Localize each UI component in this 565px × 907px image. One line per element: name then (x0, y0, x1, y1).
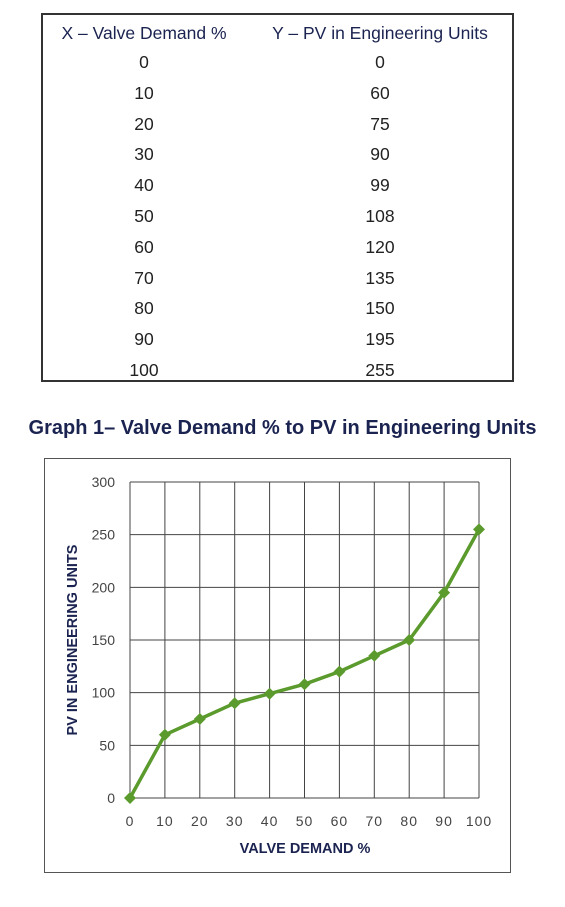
cell-x: 20 (134, 113, 154, 134)
table-row: 20 75 (43, 110, 512, 140)
x-tick-label: 0 (126, 813, 135, 829)
data-point (158, 728, 171, 741)
table-row: 10 60 (43, 79, 512, 109)
y-axis-label: PV IN ENGINEERING UNITS (65, 544, 81, 735)
cell-x: 90 (134, 329, 154, 350)
cell-x: 0 (139, 52, 149, 72)
cell-y: 99 (370, 175, 390, 196)
y-tick-label: 100 (92, 685, 116, 701)
data-point (368, 649, 381, 662)
x-tick-label: 60 (331, 813, 349, 829)
data-point (298, 678, 311, 691)
cell-y: 90 (370, 144, 390, 165)
cell-y: 120 (365, 236, 395, 257)
y-tick-label: 250 (92, 527, 116, 543)
table-row: 30 90 (43, 140, 512, 170)
header-y: Y – PV in Engineering Units (272, 23, 488, 43)
y-tick-label: 150 (92, 632, 116, 648)
x-tick-label: 30 (226, 813, 244, 829)
data-table: X – Valve Demand % Y – PV in Engineering… (41, 13, 514, 382)
data-point (403, 634, 416, 646)
chart-grid (129, 481, 480, 799)
x-tick-label: 40 (261, 813, 279, 829)
table-row: 60 120 (43, 233, 512, 263)
x-tick-label: 100 (466, 813, 492, 829)
data-point (473, 523, 485, 536)
x-tick-label: 50 (296, 813, 314, 829)
cell-y: 255 (365, 360, 395, 380)
cell-x: 80 (134, 298, 154, 319)
table-row: 70 135 (43, 264, 512, 294)
table-row: 40 99 (43, 171, 512, 201)
table-row: 50 108 (43, 202, 512, 232)
series-markers (124, 523, 485, 804)
x-tick-label: 70 (366, 813, 384, 829)
cell-y: 135 (365, 267, 395, 288)
x-tick-label: 20 (191, 813, 209, 829)
y-tick-label: 200 (92, 579, 116, 595)
y-tick-label: 300 (92, 474, 116, 490)
cell-y: 75 (370, 113, 390, 134)
cell-y: 60 (370, 82, 390, 103)
cell-x: 40 (134, 175, 154, 196)
data-point (124, 792, 136, 804)
x-axis-label: VALVE DEMAND % (240, 841, 371, 857)
cell-x: 60 (134, 236, 154, 257)
header-x: X – Valve Demand % (61, 23, 227, 43)
data-point (438, 586, 451, 599)
data-point (228, 697, 241, 710)
data-point (333, 665, 346, 678)
table-header: X – Valve Demand % Y – PV in Engineering… (43, 19, 512, 47)
table-row: 90 195 (43, 325, 512, 355)
data-point (193, 713, 206, 725)
cell-y: 195 (365, 329, 395, 350)
table-row: 100 255 (43, 356, 512, 386)
cell-y: 150 (365, 298, 395, 319)
cell-x: 30 (134, 144, 154, 165)
x-tick-label: 90 (435, 813, 453, 829)
table-row: 80 150 (43, 294, 512, 324)
cell-x: 70 (134, 267, 154, 288)
cell-x: 100 (129, 360, 159, 380)
cell-y: 108 (365, 206, 395, 226)
y-tick-label: 0 (107, 790, 115, 806)
data-point (263, 687, 276, 700)
graph-title: Graph 1– Valve Demand % to PV in Enginee… (28, 417, 537, 439)
chart-frame (44, 458, 511, 873)
x-tick-label: 10 (156, 813, 174, 829)
chart-ticks: 0 10 20 30 40 50 60 70 80 90 100 0 50 100 150 200 250 300 (92, 474, 492, 829)
cell-y: 0 (375, 52, 385, 72)
cell-x: 10 (134, 82, 154, 103)
cell-x: 50 (134, 206, 154, 226)
y-tick-label: 50 (99, 737, 115, 753)
x-tick-label: 80 (400, 813, 418, 829)
